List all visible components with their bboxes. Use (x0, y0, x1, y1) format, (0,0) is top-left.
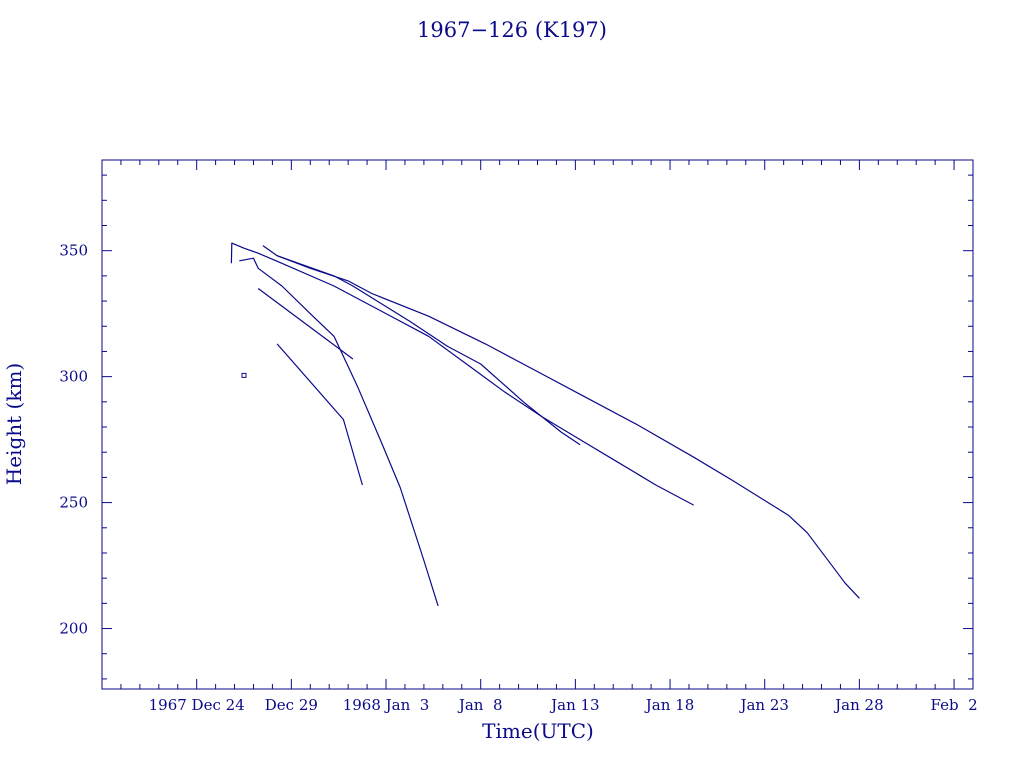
y-axis-tick-labels: 200 250 300 350 (59, 242, 88, 638)
x-tick-label: Feb 2 (930, 696, 977, 714)
y-tick-label: 200 (59, 620, 88, 638)
series-line (276, 255, 581, 446)
series-marker (241, 372, 247, 378)
y-axis-label: Height (km) (2, 363, 26, 485)
y-tick-label: 350 (59, 242, 88, 260)
series-group (230, 242, 860, 607)
x-tick-label: Jan 18 (644, 696, 694, 714)
x-tick-label: 1967 Dec 24 (149, 696, 245, 714)
series-line (262, 245, 860, 599)
series-line (230, 242, 694, 506)
x-tick-label: Jan 28 (833, 696, 883, 714)
x-axis-ticks (101, 160, 974, 689)
series-line (257, 288, 354, 360)
series-line (276, 343, 363, 486)
x-tick-label: Dec 29 (265, 696, 318, 714)
x-axis-label: Time(UTC) (482, 719, 594, 743)
chart-title: 1967−126 (K197) (417, 18, 607, 42)
y-tick-label: 300 (59, 368, 88, 386)
x-tick-label: 1968 Jan 3 (343, 696, 430, 714)
x-tick-label: Jan 23 (738, 696, 788, 714)
y-tick-label: 250 (59, 494, 88, 512)
x-axis-tick-labels: 1967 Dec 24 Dec 29 1968 Jan 3 Jan 8 Jan 13 Ja… (149, 696, 978, 714)
y-axis-ticks (102, 174, 973, 680)
x-tick-label: Jan 8 (457, 696, 503, 714)
series-line (239, 257, 439, 607)
x-tick-label: Jan 13 (549, 696, 599, 714)
plot-frame (101, 159, 974, 690)
